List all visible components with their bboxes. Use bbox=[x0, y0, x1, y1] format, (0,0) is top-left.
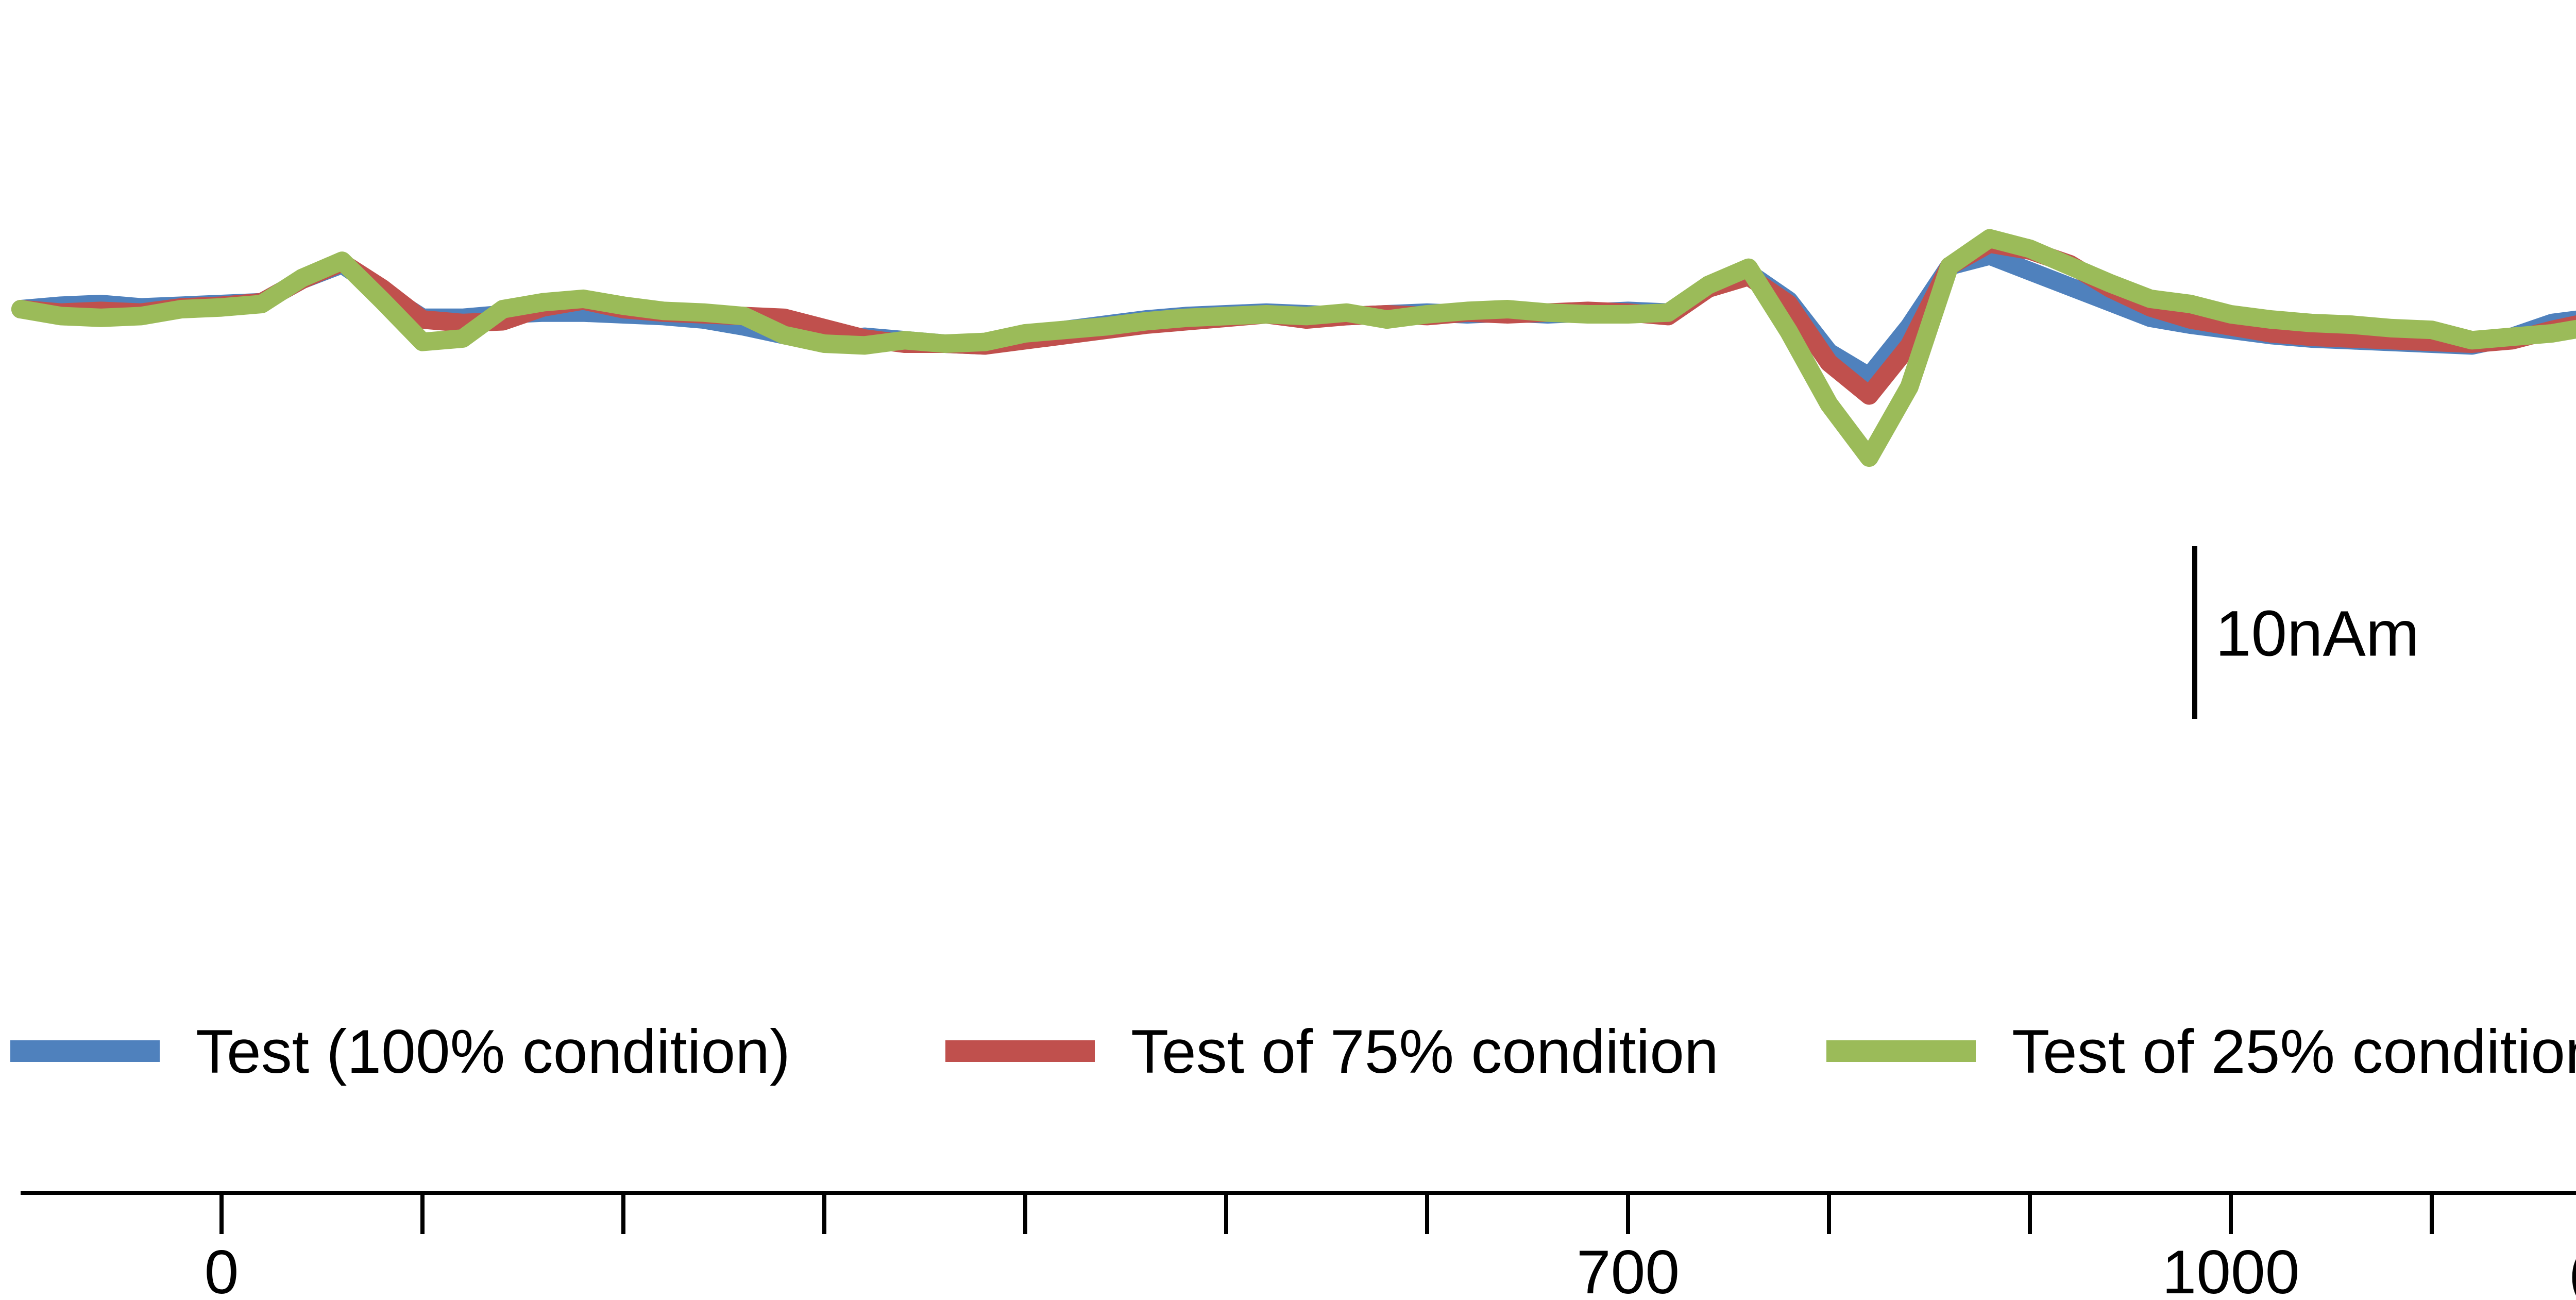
legend-item-2: Test of 75% condition bbox=[945, 1017, 1719, 1086]
x-axis: 0 700 1000 (ms) bbox=[21, 1191, 2576, 1300]
legend-item-1: Test (100% condition) bbox=[10, 1017, 790, 1086]
series-layer bbox=[11, 229, 2576, 467]
legend: Test (100% condition) Test of 75% conditi… bbox=[10, 1017, 2576, 1086]
x-tick-label-1000: 1000 bbox=[2162, 1238, 2300, 1300]
legend-label-1: Test (100% condition) bbox=[196, 1017, 790, 1086]
x-unit-label: (ms) bbox=[2568, 1238, 2576, 1300]
scale-bar-label: 10nAm bbox=[2215, 598, 2419, 670]
x-ticks bbox=[219, 1193, 2434, 1234]
legend-item-3: Test of 25% condition bbox=[1826, 1017, 2576, 1086]
x-tick-labels: 0 700 1000 bbox=[205, 1238, 2300, 1300]
series-line-3 bbox=[11, 229, 2576, 467]
scale-bar: 10nAm bbox=[2192, 546, 2419, 719]
legend-label-3: Test of 25% condition bbox=[2012, 1017, 2576, 1086]
x-tick-label-700: 700 bbox=[1577, 1238, 1680, 1300]
x-tick-label-0: 0 bbox=[205, 1238, 239, 1300]
legend-label-2: Test of 75% condition bbox=[1131, 1017, 1719, 1086]
